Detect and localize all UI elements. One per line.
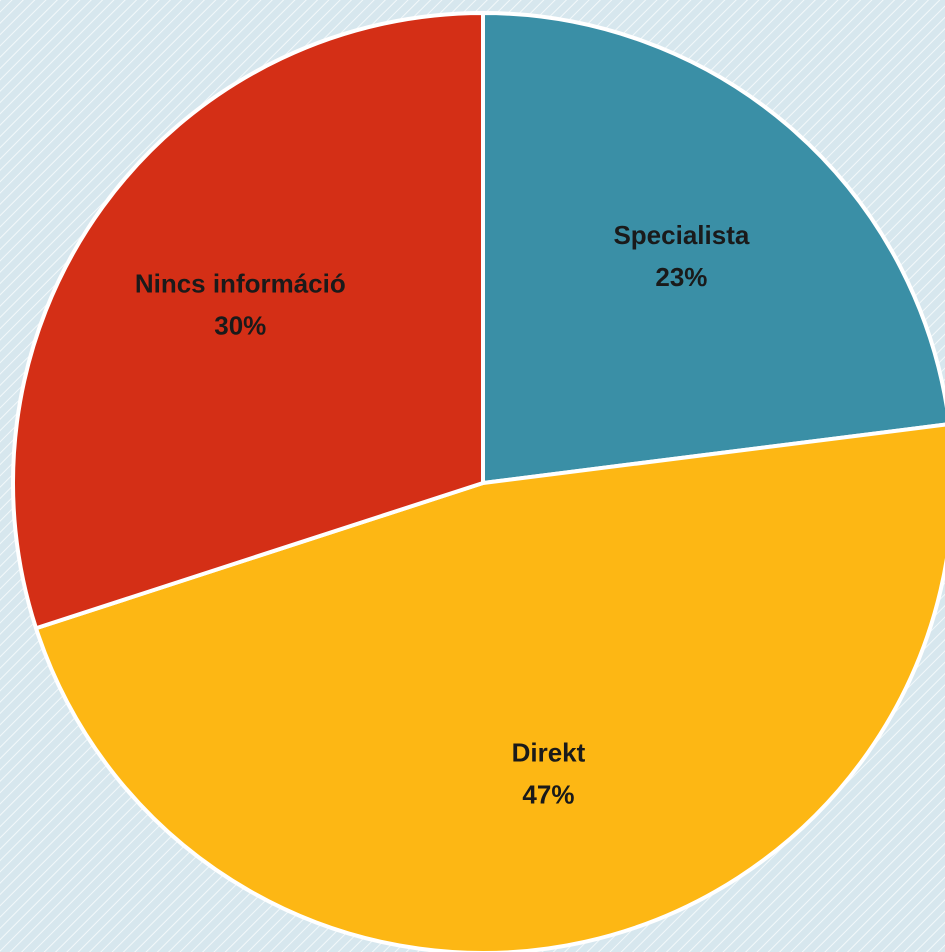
pie-slice: [11, 11, 485, 631]
slice-value-label: 47%: [522, 780, 574, 810]
slice-label: Direkt: [512, 738, 586, 768]
slice-label: Nincs információ: [135, 269, 346, 299]
pie-slice: [481, 11, 945, 485]
slice-label: Specialista: [613, 220, 749, 250]
slice-value-label: 23%: [655, 262, 707, 292]
slice-value-label: 30%: [214, 311, 266, 341]
